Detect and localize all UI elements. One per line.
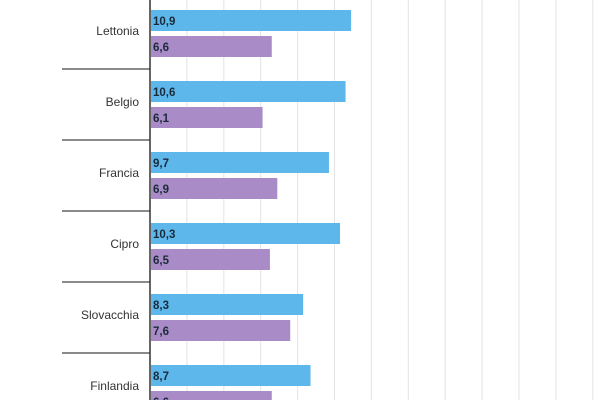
bar xyxy=(151,178,278,199)
category-label: Cipro xyxy=(110,237,139,251)
data-label: 10,9 xyxy=(153,16,175,28)
category-label: Slovacchia xyxy=(81,308,139,322)
data-label: 6,6 xyxy=(153,42,169,54)
data-label: 6,9 xyxy=(153,184,169,196)
data-label: 6,1 xyxy=(153,113,170,125)
bar xyxy=(151,81,346,102)
bar xyxy=(151,294,304,315)
bar xyxy=(151,391,272,400)
data-label: 6,6 xyxy=(153,397,169,400)
data-label: 9,7 xyxy=(153,158,169,170)
category-label: Belgio xyxy=(106,95,140,109)
category-label: Finlandia xyxy=(90,379,139,393)
bar xyxy=(151,36,272,57)
data-label: 6,5 xyxy=(153,255,170,267)
bar xyxy=(151,10,352,31)
bar xyxy=(151,152,329,173)
data-label: 10,6 xyxy=(153,87,175,99)
category-label: Francia xyxy=(99,166,139,180)
bar xyxy=(151,365,311,386)
data-label: 8,3 xyxy=(153,300,169,312)
bar xyxy=(151,249,270,270)
bar xyxy=(151,320,291,341)
category-label: Lettonia xyxy=(96,24,139,38)
bar xyxy=(151,223,341,244)
bar xyxy=(151,107,263,128)
data-label: 10,3 xyxy=(153,229,175,241)
data-label: 7,6 xyxy=(153,326,169,338)
data-label: 8,7 xyxy=(153,371,169,383)
